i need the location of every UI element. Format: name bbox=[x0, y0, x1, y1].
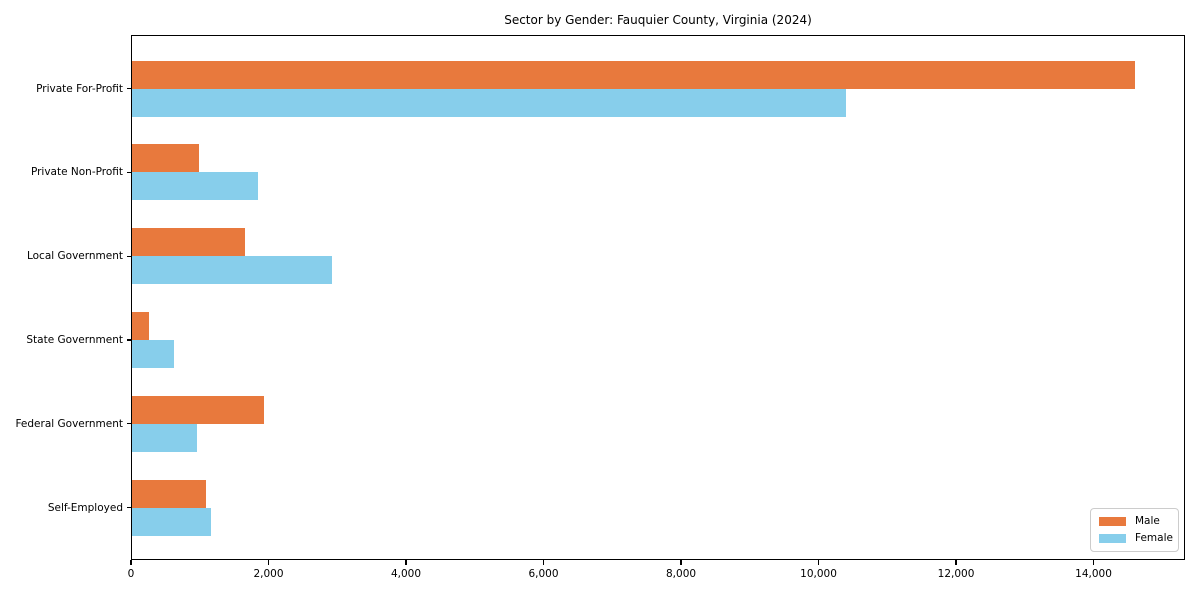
y-axis-tick bbox=[126, 507, 131, 509]
y-axis-tick bbox=[126, 255, 131, 257]
legend-label-female: Female bbox=[1135, 532, 1173, 544]
y-axis-category-label-private-for-profit: Private For-Profit bbox=[36, 82, 123, 95]
legend: Male Female bbox=[1090, 508, 1179, 552]
legend-entry-female: Female bbox=[1099, 531, 1173, 546]
x-axis-tick-label: 14,000 bbox=[1075, 568, 1112, 580]
bar-female-federal-government bbox=[132, 423, 197, 452]
chart-title: Sector by Gender: Fauquier County, Virgi… bbox=[504, 13, 812, 27]
y-axis-category-label-local-government: Local Government bbox=[26, 250, 123, 263]
x-axis-tick bbox=[955, 560, 957, 565]
y-axis-tick bbox=[126, 87, 131, 90]
x-axis-tick bbox=[817, 560, 820, 565]
x-axis-tick-label: 4,000 bbox=[390, 568, 422, 580]
x-axis-tick-label: 2,000 bbox=[253, 568, 284, 580]
bar-male-state-government bbox=[132, 312, 149, 341]
x-axis-tick-label: 12,000 bbox=[937, 568, 975, 580]
x-axis-tick bbox=[267, 560, 270, 565]
bar-female-private-non-profit bbox=[132, 172, 258, 201]
x-axis-tick-label: 10,000 bbox=[800, 568, 837, 580]
y-axis-category-label-private-non-profit: Private Non-Profit bbox=[30, 166, 123, 179]
bar-female-state-government bbox=[132, 340, 174, 369]
bar-female-private-for-profit bbox=[132, 88, 847, 117]
bar-female-local-government bbox=[132, 256, 333, 285]
y-axis-tick bbox=[126, 171, 131, 173]
legend-swatch-male-icon bbox=[1099, 517, 1126, 526]
y-axis-tick bbox=[126, 339, 131, 341]
y-axis-category-label-self-employed: Self-Employed bbox=[47, 501, 123, 514]
y-axis-category-label-federal-government: Federal Government bbox=[15, 417, 123, 430]
legend-swatch-female-icon bbox=[1099, 534, 1126, 543]
x-axis-tick bbox=[680, 560, 682, 565]
x-axis-tick-label: 6,000 bbox=[528, 568, 559, 580]
x-axis-tick bbox=[405, 560, 407, 565]
bar-male-private-for-profit bbox=[132, 60, 1135, 89]
x-axis-tick bbox=[130, 560, 132, 565]
y-axis-tick bbox=[126, 423, 131, 425]
x-axis-tick bbox=[1092, 560, 1095, 565]
plot-area bbox=[131, 35, 1185, 560]
x-axis-tick-label: 0 bbox=[127, 568, 135, 580]
bar-male-local-government bbox=[132, 228, 246, 257]
x-axis-tick-label: 8,000 bbox=[666, 568, 697, 580]
bar-female-self-employed bbox=[132, 507, 211, 536]
bar-male-self-employed bbox=[132, 479, 206, 508]
legend-label-male: Male bbox=[1135, 515, 1160, 527]
legend-entry-male: Male bbox=[1099, 514, 1170, 529]
x-axis-tick bbox=[542, 560, 545, 565]
bar-male-federal-government bbox=[132, 395, 265, 424]
bar-male-private-non-profit bbox=[132, 144, 200, 173]
y-axis-category-label-state-government: State Government bbox=[26, 334, 123, 347]
